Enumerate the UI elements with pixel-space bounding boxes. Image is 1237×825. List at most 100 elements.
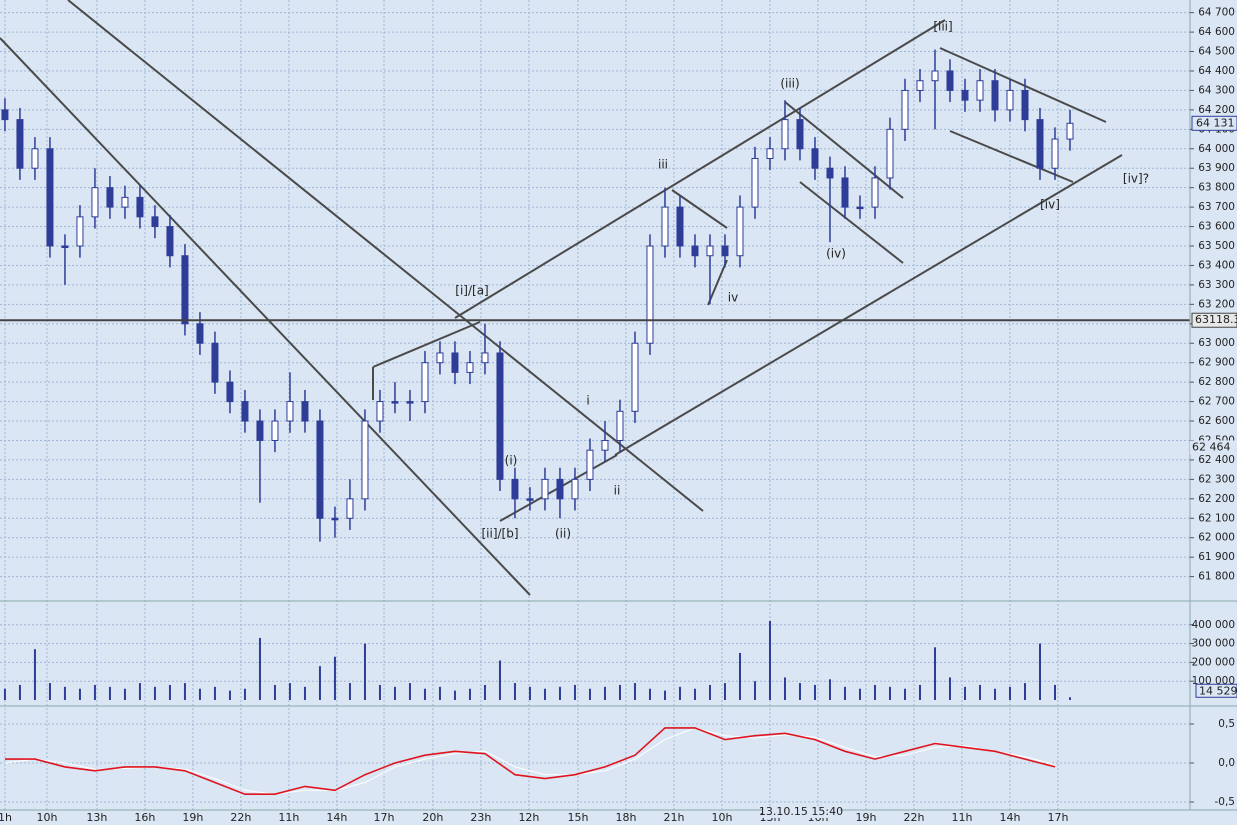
candle-body (841, 177, 849, 208)
candle-body (526, 498, 534, 501)
x-tick-label: 16h (134, 811, 155, 824)
volume-bar (1068, 697, 1071, 700)
candle-body (391, 401, 399, 404)
last-price-label: 64 131 (1196, 116, 1235, 129)
candle-body (541, 478, 549, 500)
candle-body (46, 148, 54, 247)
x-tick-label: 21h (663, 811, 684, 824)
candle-body (346, 498, 354, 519)
volume-bar (633, 683, 636, 700)
candle-body (436, 352, 444, 364)
candle-body (886, 128, 894, 179)
volume-bar (858, 688, 861, 700)
volume-bar (768, 620, 771, 700)
candle-body (901, 89, 909, 130)
y-tick-label: 63 200 (1198, 298, 1235, 310)
volume-bar (198, 688, 201, 700)
volume-bar (153, 686, 156, 700)
volume-bar (408, 683, 411, 700)
candle-body (271, 420, 279, 441)
y-tick-label: 63 000 (1198, 337, 1235, 349)
volume-bar (18, 684, 21, 700)
volume-bar (258, 637, 261, 700)
wave-label: [iii] (933, 20, 952, 34)
wave-label: [iv] (1040, 198, 1060, 212)
volume-bar (348, 683, 351, 700)
candle-body (76, 216, 84, 247)
x-tick-label: 14h (326, 811, 347, 824)
level-label: 63118.3 (1195, 313, 1237, 326)
volume-bar (123, 688, 126, 700)
candle-body (916, 80, 924, 91)
volume-bar (453, 690, 456, 700)
volume-bar (843, 686, 846, 700)
candle-body (676, 206, 684, 247)
volume-bar (213, 686, 216, 700)
y-tick-label: 62 700 (1198, 396, 1235, 408)
candle-body (976, 80, 984, 101)
x-tick-label: 19h (856, 811, 877, 824)
candle-body (856, 206, 864, 210)
y-tick-label: 0,5 (1218, 718, 1235, 730)
x-tick-label: 10h (36, 811, 57, 824)
wave-label: iv (728, 291, 738, 305)
last-volume-label: 14 529 (1199, 684, 1237, 697)
candle-body (931, 70, 939, 82)
oscillator-line (4, 727, 1056, 795)
y-tick-label: 64 500 (1198, 46, 1235, 58)
last-price-box (1191, 115, 1237, 131)
candle-body (961, 89, 969, 101)
cursor-time-box (762, 806, 840, 818)
y-tick-label: 300 000 (1192, 638, 1235, 650)
volume-bar (828, 679, 831, 700)
candle-body (406, 401, 414, 404)
volume-bar (498, 660, 501, 700)
y-tick-label: 64 700 (1198, 7, 1235, 19)
candle-body (631, 342, 639, 412)
candle-body (166, 226, 174, 257)
volume-bar (873, 684, 876, 700)
volume-bar (1008, 686, 1011, 700)
volume-bar (588, 688, 591, 700)
volume-bar (243, 688, 246, 700)
candle-body (256, 420, 264, 441)
candle-body (121, 196, 129, 208)
candle-body (106, 187, 114, 208)
wave-label: [ii]/[b] (481, 527, 518, 541)
volume-bar (573, 684, 576, 700)
volume-bar (963, 686, 966, 700)
volume-bar (753, 681, 756, 700)
wave-label: iii (658, 158, 668, 172)
candle-body (361, 420, 369, 500)
y-tick-label: 64 000 (1198, 143, 1235, 155)
candle-body (31, 148, 39, 169)
wave-label: [i]/[a] (455, 284, 488, 298)
volume-bar (3, 688, 6, 700)
volume-bar (93, 684, 96, 700)
volume-bar (798, 683, 801, 700)
x-tick-label: 1h (0, 811, 12, 824)
x-tick-label: 13h (86, 811, 107, 824)
y-tick-label: 400 000 (1192, 619, 1235, 631)
y-tick-label: -0,5 (1215, 796, 1236, 808)
x-tick-label: 23h (470, 811, 491, 824)
volume-bar (63, 686, 66, 700)
volume-bar (558, 686, 561, 700)
volume-bar (1053, 684, 1056, 700)
wave-label: (i) (505, 454, 518, 468)
candle-body (1036, 119, 1044, 169)
y-tick-label: 62 600 (1198, 415, 1235, 427)
candle-body (421, 362, 429, 403)
candle-body (136, 196, 144, 218)
volume-bar (948, 677, 951, 700)
y-tick-label: 62 800 (1198, 376, 1235, 388)
candle-body (826, 167, 834, 179)
x-tick-label: 10h (711, 811, 732, 824)
candle-body (466, 362, 474, 373)
y-tick-label: 61 800 (1198, 571, 1235, 583)
candle-body (766, 148, 774, 159)
marks-layer (0, 49, 1190, 795)
x-tick-label: 12h (518, 811, 539, 824)
candle-body (811, 148, 819, 169)
candle-body (496, 352, 504, 480)
